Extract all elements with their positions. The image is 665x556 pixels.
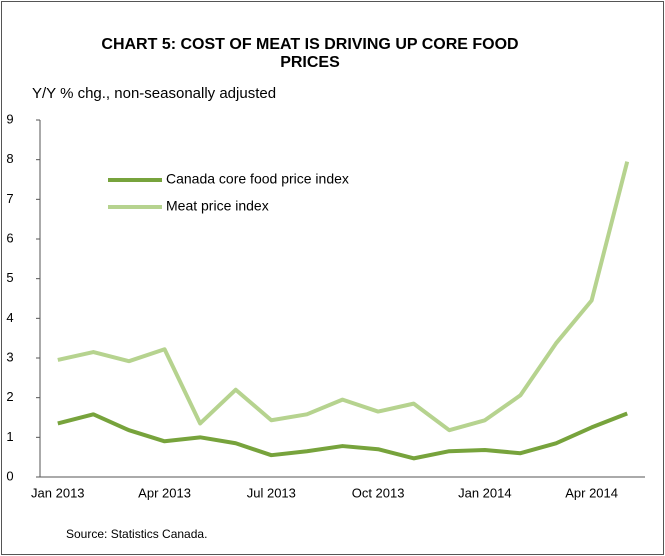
series-line — [57, 411, 628, 461]
x-tick-label: Jul 2013 — [247, 485, 296, 500]
chart-subtitle: Y/Y % chg., non-seasonally adjusted — [32, 85, 276, 102]
y-tick-label: 6 — [6, 230, 13, 245]
y-tick-label: 9 — [6, 111, 13, 126]
legend-label: Meat price index — [166, 198, 269, 214]
chart-title: CHART 5: COST OF MEAT IS DRIVING UP CORE… — [101, 36, 519, 71]
y-tick-label: 0 — [6, 468, 13, 483]
y-tick-label: 3 — [6, 349, 13, 364]
source: Source: Statistics Canada. — [66, 527, 207, 541]
y-tick-label: 8 — [6, 151, 13, 166]
x-tick-label: Jan 2013 — [31, 485, 85, 500]
x-tick-label: Jan 2014 — [458, 485, 512, 500]
y-tick-label: 2 — [6, 389, 13, 404]
x-tick-label: Oct 2013 — [352, 485, 405, 500]
x-tick-label: Apr 2014 — [565, 485, 618, 500]
series-line — [57, 161, 630, 433]
y-tick-label: 5 — [6, 270, 13, 285]
y-tick-label: 1 — [6, 429, 13, 444]
legend-label: Canada core food price index — [166, 171, 349, 187]
x-tick-label: Apr 2013 — [138, 485, 191, 500]
y-tick-label: 7 — [6, 191, 13, 206]
y-tick-label: 4 — [6, 310, 13, 325]
